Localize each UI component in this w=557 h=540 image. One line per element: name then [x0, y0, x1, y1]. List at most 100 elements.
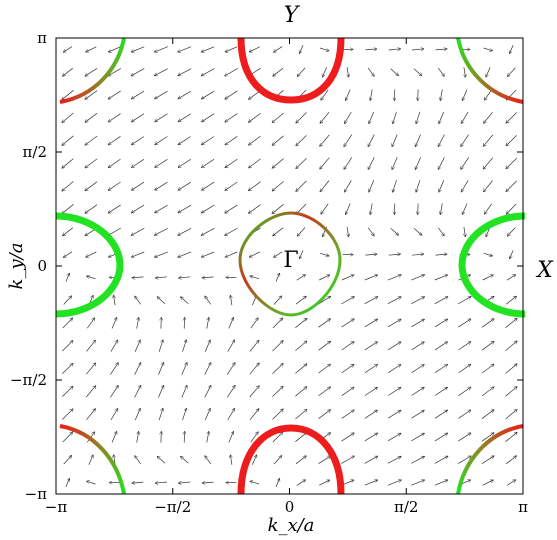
spin-arrow [206, 431, 209, 443]
spin-arrow [438, 134, 445, 147]
x-tick-label: −π/2 [154, 498, 191, 516]
spin-arrow [272, 318, 283, 329]
spin-arrow [505, 341, 517, 351]
spin-arrow [178, 136, 191, 145]
spin-arrow [181, 385, 187, 398]
spin-arrow [364, 342, 378, 351]
spin-arrow [85, 158, 98, 168]
spin-arrow [131, 227, 145, 235]
spin-arrow [225, 251, 238, 257]
spin-arrow [225, 204, 238, 213]
spin-arrow [178, 90, 192, 99]
spin-arrow [135, 296, 141, 305]
spin-arrow [272, 432, 283, 443]
spin-arrow [179, 482, 191, 483]
y-axis-label: k_y/a [6, 243, 27, 290]
spin-arrow [225, 158, 238, 168]
spin-arrow [274, 46, 283, 53]
spin-arrow [134, 385, 141, 398]
spin-arrow [388, 254, 401, 255]
spin-arrow [388, 387, 401, 396]
spin-arrow [182, 340, 187, 352]
spin-arrow [62, 363, 73, 375]
spin-arrow [483, 252, 493, 256]
spin-arrow [108, 204, 121, 213]
spin-arrow [202, 482, 214, 483]
y-tick-label: π/2 [23, 143, 47, 161]
spin-arrow [85, 68, 98, 76]
spin-arrow [225, 113, 238, 122]
spin-arrow [411, 49, 424, 50]
spin-arrow [387, 433, 401, 442]
spin-arrow [154, 251, 168, 257]
spin-arrow [131, 90, 145, 99]
spin-arrow [341, 433, 355, 442]
spin-arrow [461, 111, 469, 124]
spin-arrow [87, 481, 96, 485]
spin-arrow [318, 319, 330, 328]
spin-arrow [434, 456, 448, 464]
spin-arrow [341, 342, 354, 351]
spin-arrow [506, 203, 517, 214]
fermi-contour-right [458, 212, 526, 318]
spin-arrow [86, 409, 96, 421]
spin-arrow [483, 47, 493, 51]
spin-arrow [411, 365, 425, 373]
spin-arrow [388, 410, 401, 419]
spin-arrow [154, 68, 168, 76]
spin-arrow [390, 228, 399, 235]
spin-arrow [63, 456, 72, 465]
spin-arrow [205, 296, 212, 305]
spin-arrow [438, 67, 444, 76]
spin-arrow [62, 158, 74, 169]
spin-arrow [179, 277, 191, 278]
spin-arrow [368, 134, 375, 147]
spin-arrow [319, 47, 329, 51]
spin-arrow [272, 112, 284, 123]
spin-arrow [181, 456, 189, 464]
spin-arrow [87, 318, 94, 329]
spin-arrow [434, 342, 448, 351]
spin-arrow [132, 159, 145, 167]
spin-arrow [367, 227, 374, 236]
spin-arrow [272, 204, 284, 213]
spin-arrow [181, 363, 187, 375]
spin-arrow [155, 277, 168, 278]
spin-arrow [273, 227, 284, 236]
spin-arrow [110, 385, 118, 398]
spin-arrow [272, 181, 284, 191]
spin-arrow [62, 204, 74, 213]
spin-arrow [63, 67, 74, 76]
spin-arrow [135, 456, 141, 465]
spin-arrow [273, 456, 282, 465]
spin-arrow [346, 203, 351, 215]
spin-arrow [108, 158, 121, 168]
spin-arrow [272, 409, 284, 420]
spin-arrow [411, 254, 424, 255]
fermi-contour-topright [456, 37, 524, 104]
spin-arrow [481, 410, 494, 419]
spin-arrow [252, 455, 256, 465]
spin-arrow [85, 386, 96, 398]
spin-arrow [249, 135, 261, 145]
spin-arrow [341, 296, 354, 305]
spin-arrow [131, 46, 145, 52]
spin-arrow [230, 295, 232, 306]
spin-arrow [131, 68, 145, 76]
spin-arrow [158, 340, 163, 352]
spin-arrow [85, 90, 98, 100]
spin-arrow [506, 157, 517, 168]
spin-arrow [108, 46, 121, 52]
spin-arrow [108, 136, 121, 145]
spin-arrow [461, 134, 469, 147]
spin-arrow [482, 480, 494, 486]
spin-arrow [364, 365, 378, 373]
spin-arrow [65, 273, 70, 282]
spin-arrow [297, 227, 306, 237]
spin-arrow [134, 363, 141, 375]
spin-arrow [201, 46, 215, 52]
spin-arrow [299, 45, 304, 53]
spin-arrow [85, 135, 98, 145]
spin-arrow [387, 456, 401, 464]
x-tick-label: 0 [285, 498, 295, 516]
